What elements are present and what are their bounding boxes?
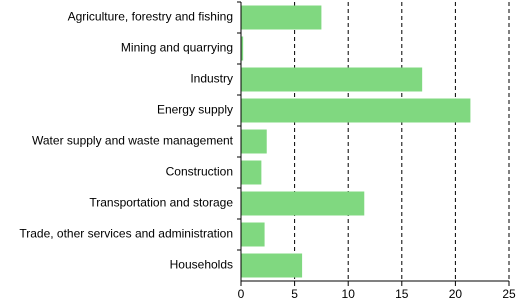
- y-tick-label: Transportation and storage: [89, 196, 233, 210]
- bar: [241, 253, 303, 278]
- x-tick-label: 25: [502, 287, 516, 301]
- y-tick-label: Construction: [166, 165, 233, 179]
- x-tick-label: 20: [449, 287, 463, 301]
- bar: [241, 67, 423, 92]
- y-tick-label: Water supply and waste management: [32, 134, 234, 148]
- y-tick-label: Energy supply: [157, 103, 233, 117]
- bar: [241, 222, 265, 247]
- y-tick-label: Agriculture, forestry and fishing: [68, 10, 233, 24]
- bar: [241, 129, 267, 154]
- y-tick-label: Mining and quarrying: [121, 41, 233, 55]
- y-tick-label: Households: [170, 258, 233, 272]
- bar: [241, 36, 244, 61]
- y-tick-label: Trade, other services and administration: [19, 227, 233, 241]
- bar: [241, 160, 262, 185]
- bar: [241, 191, 365, 216]
- x-tick-label: 15: [395, 287, 409, 301]
- x-tick-label: 0: [238, 287, 245, 301]
- bar: [241, 98, 471, 123]
- x-tick-label: 10: [342, 287, 356, 301]
- x-tick-label: 5: [291, 287, 298, 301]
- bar: [241, 5, 322, 30]
- y-tick-label: Industry: [190, 72, 233, 86]
